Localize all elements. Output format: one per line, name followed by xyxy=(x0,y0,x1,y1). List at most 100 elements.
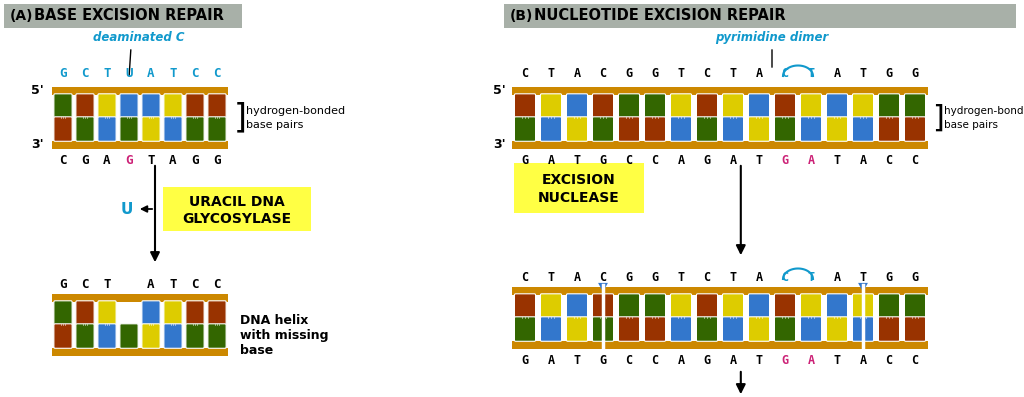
FancyBboxPatch shape xyxy=(904,317,926,341)
Text: base pairs: base pairs xyxy=(246,120,303,130)
Text: A: A xyxy=(548,154,555,167)
FancyBboxPatch shape xyxy=(54,117,72,141)
FancyBboxPatch shape xyxy=(593,94,613,118)
Text: C: C xyxy=(213,67,221,80)
Text: G: G xyxy=(626,271,633,284)
FancyBboxPatch shape xyxy=(120,117,138,141)
Text: C: C xyxy=(703,67,711,80)
Text: A: A xyxy=(756,67,763,80)
Text: BASE EXCISION REPAIR: BASE EXCISION REPAIR xyxy=(34,8,224,23)
Text: pyrimidine dimer: pyrimidine dimer xyxy=(716,31,828,44)
FancyBboxPatch shape xyxy=(54,301,72,325)
Text: C: C xyxy=(886,154,893,167)
Text: T: T xyxy=(834,354,841,367)
FancyBboxPatch shape xyxy=(696,117,718,141)
Text: A: A xyxy=(678,354,685,367)
Text: C: C xyxy=(626,154,633,167)
Text: C: C xyxy=(703,271,711,284)
FancyBboxPatch shape xyxy=(801,117,821,141)
Text: G: G xyxy=(911,67,919,80)
Text: A: A xyxy=(756,271,763,284)
Text: T: T xyxy=(756,354,763,367)
FancyBboxPatch shape xyxy=(566,294,588,318)
FancyBboxPatch shape xyxy=(541,317,561,341)
Text: T: T xyxy=(169,278,177,291)
FancyBboxPatch shape xyxy=(208,324,226,348)
Text: G: G xyxy=(886,271,893,284)
FancyBboxPatch shape xyxy=(826,94,848,118)
Text: A: A xyxy=(834,271,841,284)
FancyBboxPatch shape xyxy=(774,294,796,318)
FancyBboxPatch shape xyxy=(801,94,821,118)
FancyBboxPatch shape xyxy=(879,94,899,118)
FancyBboxPatch shape xyxy=(904,294,926,318)
FancyBboxPatch shape xyxy=(541,294,561,318)
Text: C: C xyxy=(599,67,606,80)
Text: T: T xyxy=(573,154,581,167)
Text: G: G xyxy=(703,154,711,167)
Text: T: T xyxy=(859,67,866,80)
Text: A: A xyxy=(808,154,814,167)
Text: C: C xyxy=(59,154,67,167)
FancyBboxPatch shape xyxy=(514,117,536,141)
Text: T: T xyxy=(859,271,866,284)
FancyBboxPatch shape xyxy=(618,317,640,341)
FancyBboxPatch shape xyxy=(164,324,182,348)
Text: G: G xyxy=(626,67,633,80)
Text: C: C xyxy=(911,154,919,167)
Bar xyxy=(512,341,928,349)
Text: deaminated C: deaminated C xyxy=(93,31,184,44)
FancyBboxPatch shape xyxy=(852,317,873,341)
Text: T: T xyxy=(808,67,814,80)
FancyBboxPatch shape xyxy=(142,301,160,325)
Text: A: A xyxy=(573,67,581,80)
Text: G: G xyxy=(81,154,89,167)
FancyBboxPatch shape xyxy=(723,317,743,341)
FancyBboxPatch shape xyxy=(852,117,873,141)
FancyBboxPatch shape xyxy=(98,94,116,118)
Text: C: C xyxy=(886,354,893,367)
Text: 3': 3' xyxy=(494,139,506,152)
FancyBboxPatch shape xyxy=(671,294,691,318)
FancyBboxPatch shape xyxy=(696,294,718,318)
Text: C: C xyxy=(651,154,658,167)
Bar xyxy=(4,4,242,28)
FancyBboxPatch shape xyxy=(904,94,926,118)
Text: C: C xyxy=(213,278,221,291)
FancyBboxPatch shape xyxy=(208,117,226,141)
Text: A: A xyxy=(103,154,111,167)
Bar xyxy=(512,141,928,149)
Text: T: T xyxy=(573,354,581,367)
Text: A: A xyxy=(678,154,685,167)
FancyBboxPatch shape xyxy=(208,301,226,325)
FancyBboxPatch shape xyxy=(904,117,926,141)
FancyBboxPatch shape xyxy=(696,94,718,118)
Text: DNA helix: DNA helix xyxy=(240,314,308,326)
Polygon shape xyxy=(858,283,868,292)
FancyBboxPatch shape xyxy=(749,94,770,118)
FancyBboxPatch shape xyxy=(54,94,72,118)
Text: A: A xyxy=(548,354,555,367)
FancyBboxPatch shape xyxy=(120,324,138,348)
Text: A: A xyxy=(729,354,736,367)
FancyBboxPatch shape xyxy=(208,94,226,118)
FancyBboxPatch shape xyxy=(593,117,613,141)
Bar xyxy=(504,4,1016,28)
FancyBboxPatch shape xyxy=(749,294,770,318)
Text: G: G xyxy=(191,154,199,167)
Text: C: C xyxy=(626,354,633,367)
Text: G: G xyxy=(703,354,711,367)
FancyBboxPatch shape xyxy=(671,317,691,341)
Text: C: C xyxy=(521,67,528,80)
FancyBboxPatch shape xyxy=(879,117,899,141)
Text: T: T xyxy=(548,67,555,80)
FancyBboxPatch shape xyxy=(164,301,182,325)
FancyBboxPatch shape xyxy=(749,117,770,141)
Text: T: T xyxy=(729,271,736,284)
FancyBboxPatch shape xyxy=(541,94,561,118)
FancyBboxPatch shape xyxy=(644,94,666,118)
FancyBboxPatch shape xyxy=(696,317,718,341)
Text: C: C xyxy=(911,354,919,367)
FancyBboxPatch shape xyxy=(879,317,899,341)
Text: A: A xyxy=(859,154,866,167)
